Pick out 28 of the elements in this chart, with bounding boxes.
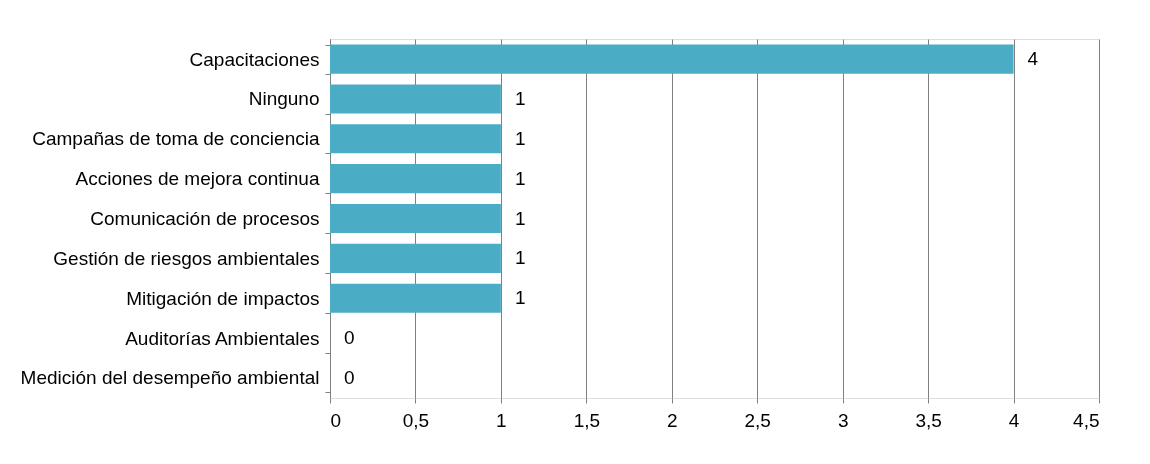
x-tick-label: 3,5 [915, 409, 942, 431]
x-tick-label: 1,5 [573, 409, 601, 431]
y-tick-label: Capacitaciones [189, 48, 320, 70]
data-label: 4 [1027, 48, 1039, 70]
y-tick-label: Gestión de riesgos ambientales [53, 247, 320, 269]
x-tick-label: 3 [837, 409, 849, 431]
data-label: 0 [344, 327, 355, 349]
data-label: 1 [514, 127, 526, 149]
x-tick-label: 1 [496, 409, 507, 431]
y-tick-label: Comunicación de procesos [90, 208, 320, 229]
y-tick-label: Campañas de toma de conciencia [32, 128, 320, 150]
x-tick-label: 2 [666, 409, 678, 431]
data-label: 1 [514, 87, 526, 109]
data-label: 1 [514, 207, 526, 229]
data-label: 1 [514, 287, 526, 309]
x-tick-label: 0 [330, 409, 342, 431]
y-tick-label: Ninguno [248, 88, 320, 110]
y-tick-label: Auditorías Ambientales [125, 327, 320, 349]
x-tick-label: 4,5 [1073, 409, 1100, 431]
data-label: 0 [344, 366, 355, 388]
y-tick-label: Acciones de mejora continua [75, 168, 320, 190]
y-tick-label: Medición del desempeño ambiental [20, 367, 320, 389]
data-label: 1 [514, 247, 526, 269]
y-tick-label: Mitigación de impactos [126, 287, 320, 309]
x-tick-label: 0,5 [402, 409, 430, 431]
x-tick-label: 2,5 [744, 409, 771, 431]
x-tick-label: 4 [1008, 409, 1020, 431]
data-label: 1 [514, 167, 526, 189]
